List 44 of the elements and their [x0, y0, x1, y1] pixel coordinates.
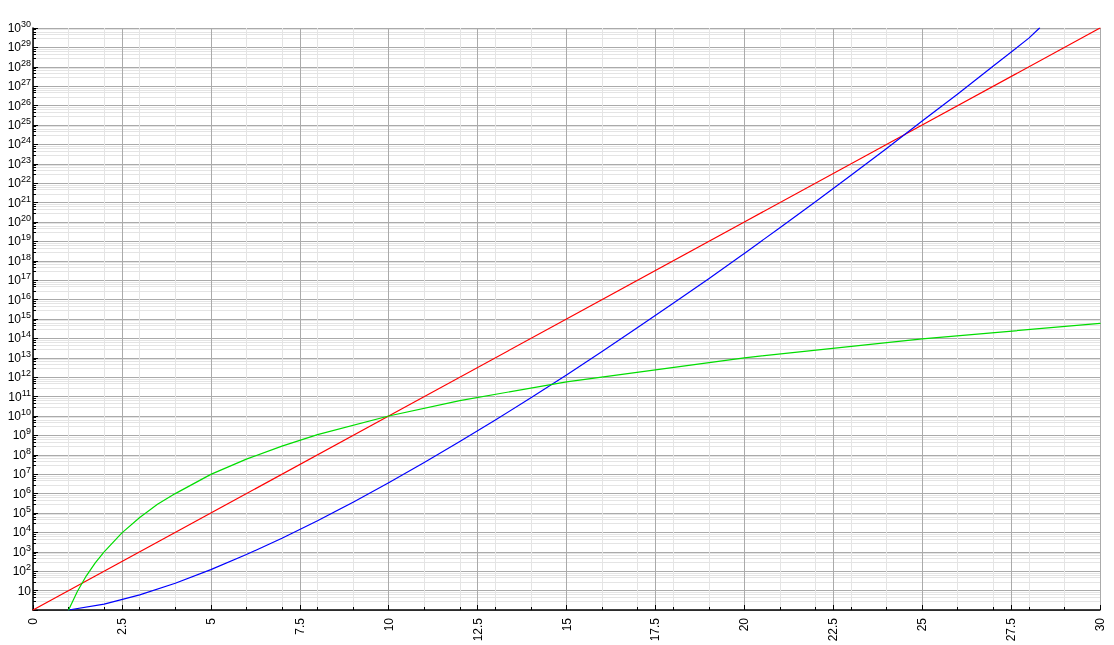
x-tick-label: 12.5 [470, 617, 485, 642]
y-tick-label: 10 [17, 583, 32, 598]
y-tick-label: 10$^{7}$ [12, 465, 31, 482]
x-tick-label: 30 [1093, 617, 1107, 632]
y-tick-label: 10$^{13}$ [7, 348, 31, 365]
y-tick-label: 10$^{23}$ [7, 154, 31, 171]
x-tick-label: 20 [737, 617, 752, 632]
y-tick-label: 10$^{11}$ [8, 387, 31, 404]
y-tick-label: 10$^{16}$ [7, 290, 31, 307]
x-tick-label: 22.5 [826, 617, 841, 642]
y-tick-label: 10$^{27}$ [7, 77, 31, 94]
x-tick-label: 27.5 [1004, 617, 1019, 642]
x-tick-label: 25 [915, 617, 930, 632]
y-tick-label: 10$^{2}$ [12, 562, 31, 579]
y-tick-label: 10$^{22}$ [7, 174, 31, 191]
y-tick-label: 10$^{18}$ [7, 251, 31, 268]
y-tick-label: 10$^{14}$ [7, 329, 31, 346]
x-tick-label: 0 [26, 617, 40, 625]
y-tick-label: 10$^{5}$ [12, 504, 31, 520]
y-tick-label: 10$^{25}$ [7, 116, 31, 132]
x-tick-label: 7.5 [292, 617, 307, 635]
y-tick-label: 10$^{9}$ [12, 426, 31, 443]
x-tick-label: 17.5 [648, 617, 663, 642]
y-tick-label: 10$^{17}$ [7, 271, 31, 288]
y-tick-label: 10$^{20}$ [7, 213, 31, 229]
y-tick-label: 10$^{24}$ [7, 135, 31, 152]
y-tick-label: 10$^{26}$ [7, 96, 31, 113]
y-tick-label: 10$^{28}$ [7, 57, 31, 74]
y-tick-label: 10$^{4}$ [12, 523, 31, 540]
y-tick-label: 10$^{8}$ [12, 445, 31, 462]
y-tick-label: 10$^{6}$ [12, 484, 31, 501]
x-tick-label: 15 [559, 617, 574, 632]
y-tick-label: 10$^{30}$ [7, 19, 31, 35]
y-tick-label: 10$^{15}$ [7, 310, 31, 326]
y-tick-label: 10$^{29}$ [7, 38, 31, 55]
y-tick-label: 10$^{19}$ [7, 232, 31, 249]
x-tick-label: 2.5 [114, 617, 129, 635]
y-tick-label: 10$^{10}$ [7, 407, 31, 423]
line-series [67, 322, 1101, 611]
x-tick-label: 10 [381, 617, 396, 632]
x-tick-label: 5 [203, 617, 218, 625]
y-tick-label: 10$^{12}$ [7, 368, 31, 385]
y-tick-label: 10$^{21}$ [7, 193, 31, 210]
y-tick-label: 10$^{3}$ [12, 542, 31, 559]
